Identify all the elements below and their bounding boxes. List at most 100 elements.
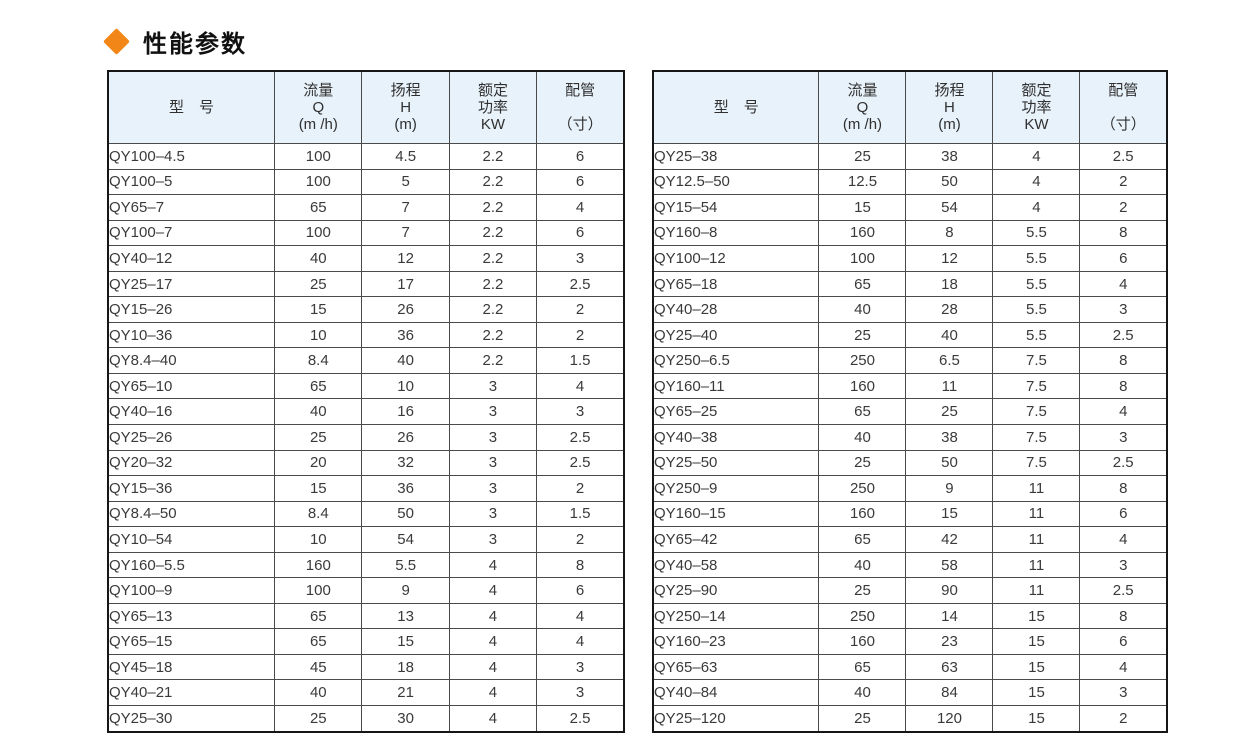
table-row: QY40–21 40 21 4 3: [107, 679, 625, 707]
column-header-line: 额定: [477, 82, 508, 99]
value-cell: 2: [536, 321, 625, 349]
value-cell: 5.5: [992, 321, 1081, 349]
column-header-line: (m): [938, 116, 961, 133]
model-cell: QY45–18: [107, 653, 276, 681]
column-header-line: Q: [856, 99, 869, 116]
table-row: QY100–7 100 7 2.2 6: [107, 219, 625, 247]
column-header: 流量 Q (m /h): [274, 70, 363, 144]
value-cell: 65: [818, 398, 907, 426]
value-cell: 4: [448, 602, 538, 630]
value-cell: 2.5: [1079, 321, 1168, 349]
value-cell: 38: [905, 143, 994, 170]
value-cell: 5.5: [992, 219, 1081, 247]
model-cell: QY15–36: [107, 475, 276, 502]
value-cell: 2.2: [448, 321, 538, 349]
model-cell: QY25–120: [652, 705, 820, 733]
model-cell: QY8.4–40: [107, 347, 276, 374]
value-cell: 8: [1079, 372, 1168, 400]
value-cell: 6: [536, 577, 625, 604]
value-cell: 7.5: [992, 347, 1081, 374]
column-header-line: 流量: [847, 82, 878, 99]
column-header: 额定 功率 KW: [448, 70, 538, 144]
value-cell: 2.2: [448, 245, 538, 272]
model-cell: QY40–21: [107, 679, 276, 707]
value-cell: 2.2: [448, 168, 538, 196]
value-cell: 18: [905, 270, 994, 298]
value-cell: 40: [818, 424, 907, 451]
value-cell: 15: [905, 500, 994, 528]
value-cell: 3: [448, 449, 538, 477]
column-header: 额定 功率 KW: [992, 70, 1081, 144]
value-cell: 160: [818, 219, 907, 247]
value-cell: 1.5: [536, 500, 625, 528]
value-cell: 100: [274, 168, 363, 196]
value-cell: 3: [536, 653, 625, 681]
value-cell: 4: [536, 194, 625, 221]
value-cell: 5.5: [361, 551, 450, 579]
value-cell: 84: [905, 679, 994, 707]
model-cell: QY100–7: [107, 219, 276, 247]
value-cell: 90: [905, 577, 994, 604]
value-cell: 50: [361, 500, 450, 528]
table-row: QY100–12 100 12 5.5 6: [652, 245, 1168, 272]
model-cell: QY40–12: [107, 245, 276, 272]
value-cell: 4: [448, 679, 538, 707]
value-cell: 40: [361, 347, 450, 374]
section-title: 性能参数: [103, 26, 247, 58]
value-cell: 100: [818, 245, 907, 272]
value-cell: 2: [1079, 705, 1168, 733]
model-cell: QY25–40: [652, 321, 820, 349]
value-cell: 5: [361, 168, 450, 196]
value-cell: 2.5: [536, 449, 625, 477]
model-cell: QY100–12: [652, 245, 820, 272]
value-cell: 4: [536, 628, 625, 655]
value-cell: 65: [274, 602, 363, 630]
table-row: QY25–38 25 38 4 2.5: [652, 143, 1168, 170]
value-cell: 3: [448, 526, 538, 553]
value-cell: 25: [818, 449, 907, 477]
model-cell: QY25–17: [107, 270, 276, 298]
value-cell: 16: [361, 398, 450, 426]
table-row: QY160–8 160 8 5.5 8: [652, 219, 1168, 247]
value-cell: 3: [536, 245, 625, 272]
value-cell: 4: [448, 577, 538, 604]
model-cell: QY65–42: [652, 526, 820, 553]
column-header-line: 配管: [1108, 82, 1139, 99]
table-row: QY40–28 40 28 5.5 3: [652, 296, 1168, 323]
column-header-line: [538, 99, 623, 116]
value-cell: 12.5: [818, 168, 907, 196]
value-cell: 2.2: [448, 270, 538, 298]
value-cell: 15: [361, 628, 450, 655]
model-cell: QY8.4–50: [107, 500, 276, 528]
table-row: QY160–5.5 160 5.5 4 8: [107, 551, 625, 579]
value-cell: 9: [361, 577, 450, 604]
value-cell: 160: [818, 500, 907, 528]
header-row: 型 号流量 Q (m /h) 扬程 H (m) 额定 功率 KW 配管 （寸）: [107, 70, 625, 144]
model-cell: QY65–10: [107, 372, 276, 400]
value-cell: 4: [992, 168, 1081, 196]
value-cell: 2: [1079, 194, 1168, 221]
value-cell: 40: [818, 679, 907, 707]
value-cell: 26: [361, 424, 450, 451]
value-cell: 65: [818, 526, 907, 553]
value-cell: 2.5: [536, 270, 625, 298]
model-cell: QY65–63: [652, 653, 820, 681]
value-cell: 25: [818, 321, 907, 349]
model-cell: QY10–36: [107, 321, 276, 349]
value-cell: 1.5: [536, 347, 625, 374]
value-cell: 3: [1079, 679, 1168, 707]
table-row: QY65–15 65 15 4 4: [107, 628, 625, 655]
value-cell: 36: [361, 321, 450, 349]
value-cell: 3: [448, 398, 538, 426]
spec-table-left-container: 型 号流量 Q (m /h) 扬程 H (m) 额定 功率 KW 配管 （寸） QY100–4.5 10…: [107, 70, 625, 733]
value-cell: 25: [818, 577, 907, 604]
value-cell: 8: [1079, 602, 1168, 630]
table-row: QY45–18 45 18 4 3: [107, 653, 625, 681]
value-cell: 26: [361, 296, 450, 323]
value-cell: 5.5: [992, 296, 1081, 323]
value-cell: 160: [818, 628, 907, 655]
model-cell: QY100–9: [107, 577, 276, 604]
table-row: QY65–63 65 63 15 4: [652, 653, 1168, 681]
value-cell: 15: [274, 475, 363, 502]
value-cell: 3: [536, 679, 625, 707]
